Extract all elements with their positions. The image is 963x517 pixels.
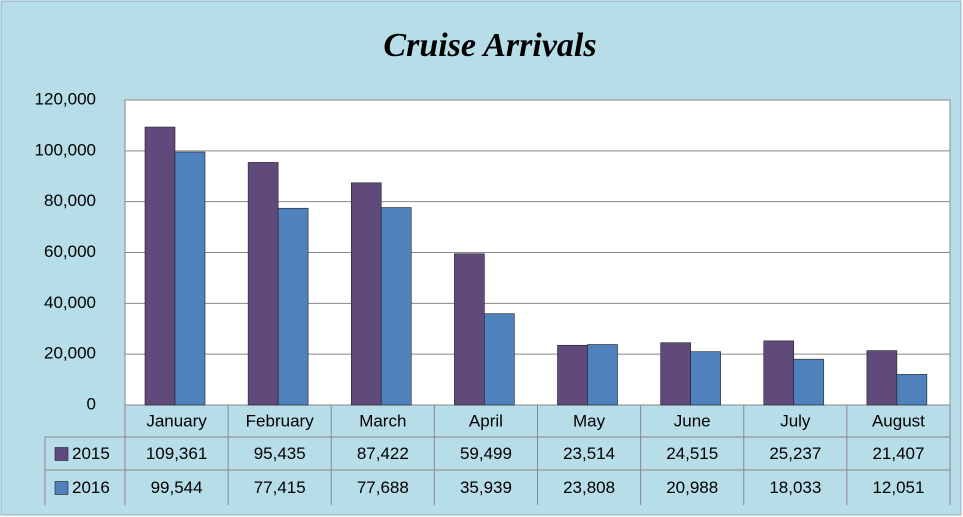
chart-title: Cruise Arrivals xyxy=(383,27,596,64)
table-value: 95,435 xyxy=(254,444,306,463)
table-value: 77,415 xyxy=(254,478,306,497)
table-value: 24,515 xyxy=(666,444,718,463)
table-value: 23,514 xyxy=(563,444,615,463)
bar xyxy=(454,253,485,406)
bar xyxy=(690,351,721,406)
x-tick-label: January xyxy=(146,411,207,430)
bar xyxy=(896,374,928,406)
bar xyxy=(557,344,588,406)
legend-swatch xyxy=(54,447,69,461)
bar xyxy=(174,151,206,406)
table-value: 35,939 xyxy=(460,478,512,497)
bar xyxy=(277,207,309,406)
table-value: 21,407 xyxy=(872,444,924,463)
table-value: 87,422 xyxy=(357,444,409,463)
x-tick-label: August xyxy=(872,411,925,430)
table-value: 59,499 xyxy=(460,444,512,463)
y-tick-label: 120,000 xyxy=(35,89,96,108)
bar xyxy=(866,350,898,406)
bar xyxy=(763,340,795,406)
y-tick-label: 100,000 xyxy=(35,140,96,159)
legend-swatch xyxy=(54,481,69,495)
bar xyxy=(587,344,618,406)
table-value: 25,237 xyxy=(769,444,821,463)
x-tick-label: March xyxy=(359,411,406,430)
table-value: 20,988 xyxy=(666,478,718,497)
y-tick-label: 20,000 xyxy=(44,344,96,363)
x-tick-label: July xyxy=(780,411,811,430)
table-value: 23,808 xyxy=(563,478,615,497)
table-value: 109,361 xyxy=(146,444,207,463)
legend-label: 2016 xyxy=(72,478,110,497)
legend-label: 2015 xyxy=(72,444,110,463)
y-tick-label: 60,000 xyxy=(44,242,96,261)
bar xyxy=(484,313,515,406)
x-tick-label: June xyxy=(674,411,711,430)
x-tick-label: February xyxy=(246,411,315,430)
table-value: 99,544 xyxy=(151,478,203,497)
y-tick-label: 80,000 xyxy=(44,191,96,210)
bar xyxy=(660,342,691,406)
bar xyxy=(247,162,279,406)
bar xyxy=(144,126,176,406)
x-tick-label: April xyxy=(469,411,503,430)
bar xyxy=(380,207,412,406)
bar xyxy=(350,182,382,406)
table-value: 77,688 xyxy=(357,478,409,497)
table-value: 12,051 xyxy=(872,478,924,497)
y-tick-label: 0 xyxy=(87,394,96,413)
table-value: 18,033 xyxy=(769,478,821,497)
x-tick-label: May xyxy=(573,411,606,430)
y-tick-label: 40,000 xyxy=(44,293,96,312)
bar xyxy=(793,358,825,406)
